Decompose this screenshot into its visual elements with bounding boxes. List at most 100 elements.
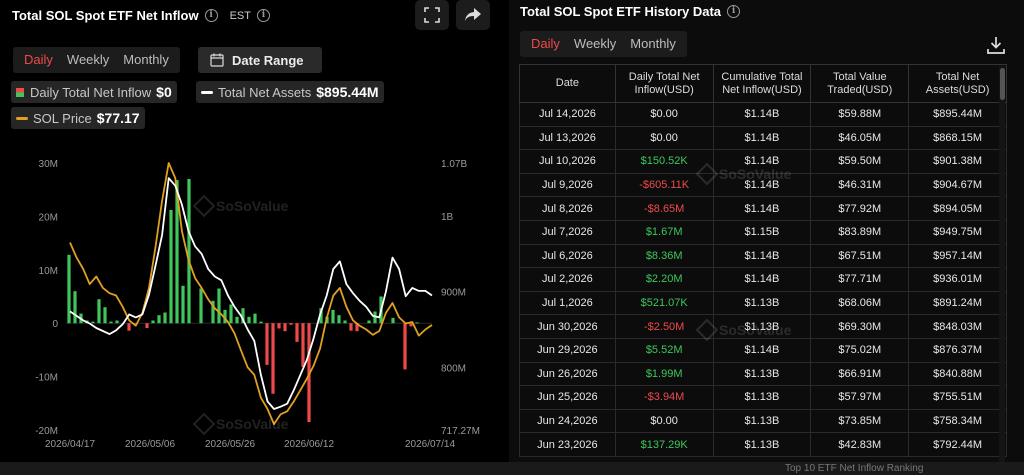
col-header-value-traded[interactable]: Total Value Traded(USD) [810,64,910,103]
inflow-bar[interactable] [277,323,281,329]
inflow-bar[interactable] [301,323,305,367]
inflow-bar[interactable] [319,308,323,324]
cell-date: Jul 2,2026 [519,267,616,292]
date-range-label: Date Range [232,52,304,68]
inflow-bar[interactable] [115,320,119,324]
table-row[interactable]: Jun 23,2026 $137.29K $1.13B $42.83M $792.44M [519,432,1007,457]
inflow-bar[interactable] [403,323,407,370]
inflow-bar[interactable] [187,179,191,324]
table-row[interactable]: Jul 9,2026 -$605.11K $1.14B $46.31M $904.67M [519,172,1007,198]
inflow-bar[interactable] [331,309,335,324]
inflow-bar[interactable] [235,316,239,324]
inflow-bar[interactable] [247,316,251,324]
inflow-bar[interactable] [283,323,287,332]
inflow-bar[interactable] [163,312,167,324]
inflow-bar[interactable] [409,323,413,327]
cell-net-assets: $957.14M [908,243,1007,269]
inflow-bar[interactable] [265,323,269,365]
sol-price-line[interactable] [69,162,433,426]
table-row[interactable]: Jun 30,2026 -$2.50M $1.13B $69.30M $848.03M [519,314,1007,339]
inflow-bar[interactable] [355,323,359,332]
inflow-bar[interactable] [391,317,395,324]
inflow-bar[interactable] [289,323,293,325]
share-button[interactable] [456,0,490,30]
inflow-bar[interactable] [145,323,149,328]
chart-tab-monthly[interactable]: Monthly [123,52,169,67]
legend-daily-inflow[interactable]: Daily Total Net Inflow $0 [11,81,177,103]
inflow-bar[interactable] [253,313,257,324]
col-header-net-assets[interactable]: Total Net Assets(USD) [908,64,1007,103]
chart-tab-daily[interactable]: Daily [24,52,53,67]
table-row[interactable]: Jun 29,2026 $5.52M $1.14B $75.02M $876.37M [519,337,1007,363]
table-row[interactable]: Jul 6,2026 $8.36M $1.14B $67.51M $957.14M [519,243,1007,269]
legend-net-assets[interactable]: Total Net Assets $895.44M [196,81,384,103]
table-row[interactable]: Jul 13,2026 $0.00 $1.14B $46.05M $868.15M [519,125,1007,151]
chart-panel-title: Total SOL Spot ETF Net Inflow i EST i [12,8,270,23]
inflow-bar[interactable] [97,299,101,324]
table-tab-daily[interactable]: Daily [531,36,560,51]
cell-cumulative-inflow: $1.13B [712,385,812,410]
inflow-bar[interactable] [343,320,347,324]
inflow-bar[interactable] [295,323,299,342]
inflow-bar[interactable] [271,323,275,394]
inflow-chart-svg[interactable]: 30M 20M 10M 0 -10M -20M 1.07B 1B 900M 800M 717.27M… [0,0,500,462]
fullscreen-button[interactable] [415,0,449,30]
table-scrollbar-thumb[interactable] [1000,68,1005,100]
table-row[interactable]: Jun 26,2026 $1.99M $1.13B $66.91M $840.88M [519,361,1007,387]
info-icon[interactable]: i [727,5,741,18]
table-row[interactable]: Jun 24,2026 $0.00 $1.13B $73.85M $758.34M [519,408,1007,434]
inflow-bar[interactable] [91,321,95,324]
inflow-bar[interactable] [415,322,419,324]
inflow-bar[interactable] [67,254,71,324]
inflow-bar[interactable] [349,323,353,331]
table-row[interactable]: Jul 10,2026 $150.52K $1.14B $59.50M $901.38M [519,149,1007,174]
inflow-bar[interactable] [217,288,221,324]
download-icon[interactable] [985,34,1007,56]
table-row[interactable]: Jul 8,2026 -$8.65M $1.14B $77.92M $894.05M [519,196,1007,221]
inflow-bar[interactable] [73,291,77,324]
table-row[interactable]: Jul 7,2026 $1.67M $1.15B $83.89M $949.75M [519,219,1007,245]
inflow-bar[interactable] [169,210,173,324]
inflow-bar[interactable] [259,321,263,324]
legend-sol-price[interactable]: SOL Price $77.17 [11,107,145,129]
inflow-bar[interactable] [307,323,311,422]
table-row[interactable]: Jul 14,2026 $0.00 $1.14B $59.88M $895.44M [519,102,1007,127]
date-range-button[interactable]: Date Range [198,47,322,73]
table-row[interactable]: Jun 25,2026 -$3.94M $1.13B $57.97M $755.51M [519,385,1007,410]
cell-net-assets: $949.75M [908,219,1007,245]
cell-net-assets: $895.44M [908,102,1007,127]
inflow-bar[interactable] [373,311,377,324]
table-scrollbar-track[interactable] [999,66,1005,462]
col-header-daily-inflow[interactable]: Daily Total Net Inflow(USD) [614,64,714,103]
table-tab-weekly[interactable]: Weekly [573,36,617,51]
table-tab-monthly[interactable]: Monthly [630,36,676,51]
cell-date: Jul 6,2026 [519,243,616,269]
table-row[interactable]: Jul 2,2026 $2.20M $1.14B $77.71M $936.01M [519,267,1007,292]
cell-daily-inflow: $2.20M [614,267,714,292]
inflow-bar[interactable] [181,285,185,324]
inflow-bar[interactable] [211,300,215,324]
inflow-bar[interactable] [175,180,179,324]
inflow-bar[interactable] [157,315,161,324]
col-header-cumulative-inflow[interactable]: Cumulative Total Net Inflow(USD) [712,64,812,103]
left-axis-tick-label: 10M [39,266,58,277]
inflow-bar[interactable] [223,309,227,324]
info-icon[interactable]: i [204,9,218,22]
col-header-date[interactable]: Date [519,64,616,103]
inflow-bar[interactable] [127,323,131,331]
inflow-bar[interactable] [337,315,341,324]
net-assets-line[interactable] [69,177,433,410]
inflow-bar[interactable] [229,304,233,324]
cell-daily-inflow: -$3.94M [614,385,714,410]
chart-tab-weekly[interactable]: Weekly [66,52,110,67]
inflow-bar[interactable] [241,308,245,324]
table-row[interactable]: Jul 1,2026 $521.07K $1.13B $68.06M $891.24M [519,290,1007,316]
inflow-bar[interactable] [367,320,371,324]
cell-date: Jun 30,2026 [519,314,616,339]
inflow-bar[interactable] [109,321,113,324]
inflow-bar[interactable] [103,307,107,324]
inflow-bar[interactable] [151,320,155,324]
inflow-bar[interactable] [199,288,203,324]
left-axis-tick-label: -20M [35,426,58,437]
timezone-info-icon[interactable]: i [256,9,270,22]
